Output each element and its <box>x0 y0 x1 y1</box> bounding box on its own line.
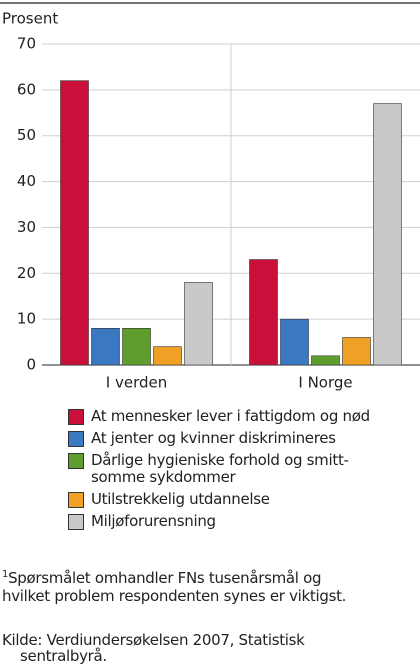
legend-item: Miljøforurensning <box>68 513 370 530</box>
legend: At mennesker lever i fattigdom og nød At … <box>68 408 370 535</box>
legend-swatch <box>68 514 84 530</box>
legend-item: Dårlige hygieniske forhold og smitt- som… <box>68 452 370 486</box>
legend-swatch <box>68 431 84 447</box>
legend-item: Utilstrekkelig utdannelse <box>68 491 370 508</box>
bar <box>60 80 89 366</box>
y-tick-label: 60 <box>17 80 36 98</box>
y-axis-label: Prosent <box>2 10 58 28</box>
bar <box>280 318 309 366</box>
bar <box>122 328 151 366</box>
legend-label: At jenter og kvinner diskrimineres <box>91 429 336 447</box>
source: Kilde: Verdiundersøkelsen 2007, Statisti… <box>2 631 305 665</box>
legend-label: Dårlige hygieniske forhold og smitt- som… <box>91 451 349 486</box>
bar <box>373 103 402 366</box>
legend-label: At mennesker lever i fattigdom og nød <box>91 407 370 425</box>
bar <box>153 346 182 366</box>
y-tick-label: 20 <box>17 264 36 282</box>
legend-swatch <box>68 409 84 425</box>
y-tick-label: 50 <box>17 126 36 144</box>
legend-item: At mennesker lever i fattigdom og nød <box>68 408 370 425</box>
x-tick-label: I Norge <box>298 374 352 392</box>
legend-label: Miljøforurensning <box>91 512 216 530</box>
y-tick-label: 10 <box>17 310 36 328</box>
bar <box>342 337 371 366</box>
y-tick-label: 40 <box>17 172 36 190</box>
chart: Prosent 0 10 20 30 40 50 60 70 I verden I Norge <box>0 2 420 392</box>
legend-label: Utilstrekkelig utdannelse <box>91 490 270 508</box>
legend-item: At jenter og kvinner diskrimineres <box>68 430 370 447</box>
legend-swatch <box>68 453 84 469</box>
bar <box>91 328 120 366</box>
y-tick-label: 0 <box>26 356 36 374</box>
bar <box>311 355 340 366</box>
footnote: 1Spørsmålet omhandler FNs tusenårsmål og… <box>2 566 346 605</box>
legend-swatch <box>68 492 84 508</box>
x-tick-label: I verden <box>106 374 167 392</box>
bar <box>249 259 278 366</box>
y-tick-label: 30 <box>17 218 36 236</box>
bar <box>184 282 213 366</box>
footnote-marker: 1 <box>2 569 9 580</box>
y-tick-label: 70 <box>17 35 36 53</box>
footnote-text: Spørsmålet omhandler FNs tusenårsmål og … <box>2 569 347 605</box>
